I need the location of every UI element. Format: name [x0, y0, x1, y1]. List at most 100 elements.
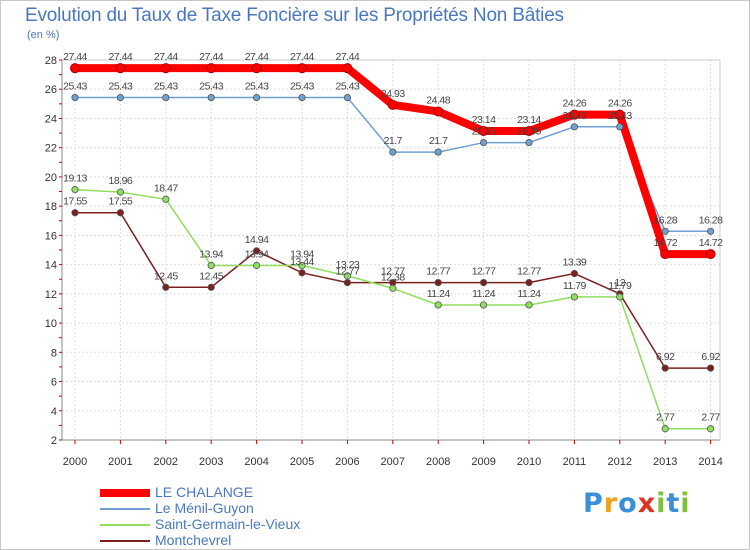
data-point-2: [570, 293, 579, 301]
data-point-0: [705, 249, 716, 260]
data-point-1: [116, 93, 125, 102]
data-label-1: 25.43: [154, 81, 178, 93]
x-tick-label: 2014: [698, 456, 722, 468]
data-point-0: [160, 63, 171, 74]
data-point-3: [298, 269, 306, 277]
y-tick-label: 18: [45, 201, 57, 213]
data-point-1: [253, 93, 261, 102]
data-label-2: 2.77: [701, 412, 720, 424]
data-point-2: [706, 425, 715, 433]
data-label-0: 23.14: [517, 114, 541, 126]
data-label-1: 25.43: [245, 81, 269, 93]
data-label-2: 13.94: [290, 248, 314, 260]
y-tick-label: 10: [45, 318, 57, 330]
x-tick-label: 2011: [563, 456, 587, 468]
data-label-2: 11.24: [427, 288, 451, 300]
data-point-0: [70, 63, 80, 74]
data-point-2: [479, 301, 488, 309]
data-point-0: [251, 63, 262, 74]
data-label-0: 24.93: [381, 88, 405, 100]
data-label-1: 25.43: [63, 81, 87, 93]
data-label-2: 13.94: [245, 248, 269, 260]
x-tick-label: 2007: [381, 456, 405, 468]
data-label-2: 18.96: [109, 175, 133, 187]
data-point-0: [115, 63, 126, 74]
data-point-1: [525, 138, 533, 147]
x-tick-label: 2002: [154, 456, 178, 468]
data-label-2: 13.23: [336, 259, 360, 271]
data-point-0: [387, 99, 398, 110]
data-label-1: 25.43: [336, 81, 360, 93]
logo-letter: x: [637, 488, 657, 519]
y-tick-label: 6: [51, 377, 57, 389]
data-label-1: 22.35: [472, 126, 496, 138]
data-label-0: 27.44: [154, 51, 178, 63]
data-label-3: 12.77: [426, 266, 450, 278]
legend-label: Montchevrel: [155, 532, 232, 548]
data-point-1: [706, 227, 715, 235]
data-label-2: 12.38: [381, 271, 405, 283]
data-point-3: [661, 364, 669, 372]
data-label-0: 24.26: [563, 98, 587, 110]
legend-swatch: [100, 540, 150, 542]
data-point-3: [525, 278, 533, 287]
data-point-1: [343, 93, 351, 102]
data-label-1: 23.43: [608, 110, 632, 122]
data-label-3: 17.55: [63, 196, 87, 208]
data-label-0: 14.72: [653, 237, 677, 249]
x-tick-label: 2001: [108, 456, 132, 468]
data-point-1: [162, 93, 170, 102]
data-label-2: 13.94: [199, 248, 223, 260]
data-point-3: [207, 283, 215, 291]
x-tick-label: 2005: [290, 456, 314, 468]
data-label-3: 12.45: [154, 270, 178, 282]
data-label-3: 17.55: [109, 196, 133, 208]
data-point-2: [71, 186, 79, 194]
data-label-0: 27.44: [290, 51, 314, 63]
data-point-1: [298, 93, 306, 102]
legend-swatch: [100, 489, 150, 497]
data-point-0: [206, 63, 217, 74]
data-label-1: 16.28: [699, 214, 723, 226]
data-point-3: [706, 364, 715, 372]
data-label-3: 12.77: [336, 266, 360, 278]
data-point-2: [116, 188, 125, 196]
data-point-2: [253, 261, 261, 270]
y-tick-label: 8: [51, 347, 57, 359]
data-label-3: 12.77: [381, 266, 405, 278]
legend-item: Le Ménil-Guyon: [100, 500, 420, 516]
data-label-0: 27.44: [245, 51, 269, 63]
data-point-0: [433, 106, 444, 117]
data-point-2: [525, 301, 533, 309]
data-label-1: 21.7: [384, 135, 403, 147]
legend-label: Le Ménil-Guyon: [155, 500, 254, 516]
chart-title: Evolution du Taux de Taxe Foncière sur l…: [25, 5, 564, 26]
data-label-0: 27.44: [199, 51, 223, 63]
plot-area: [62, 60, 720, 440]
y-axis-unit: (en %): [27, 29, 60, 41]
x-tick-label: 2013: [653, 456, 677, 468]
logo-letter: i: [656, 488, 667, 519]
data-point-3: [434, 278, 442, 287]
y-tick-label: 26: [45, 84, 57, 96]
y-tick-label: 20: [45, 172, 57, 184]
data-label-0: 27.44: [109, 51, 133, 63]
data-point-2: [661, 425, 669, 433]
data-point-2: [616, 293, 624, 301]
x-tick-label: 2009: [471, 456, 495, 468]
data-point-3: [343, 278, 351, 287]
data-label-2: 2.77: [656, 412, 675, 424]
data-label-0: 23.14: [472, 114, 496, 126]
y-tick-label: 16: [45, 230, 57, 242]
data-point-3: [162, 283, 170, 291]
data-point-0: [569, 109, 580, 120]
data-label-1: 23.43: [563, 110, 587, 122]
data-point-0: [342, 63, 353, 74]
data-label-2: 11.79: [563, 280, 587, 292]
data-label-2: 11.24: [472, 288, 496, 300]
x-tick-label: 2006: [335, 456, 359, 468]
data-point-2: [389, 284, 397, 292]
y-tick-label: 24: [45, 113, 57, 125]
data-label-2: 11.24: [518, 288, 542, 300]
data-point-3: [253, 247, 261, 255]
